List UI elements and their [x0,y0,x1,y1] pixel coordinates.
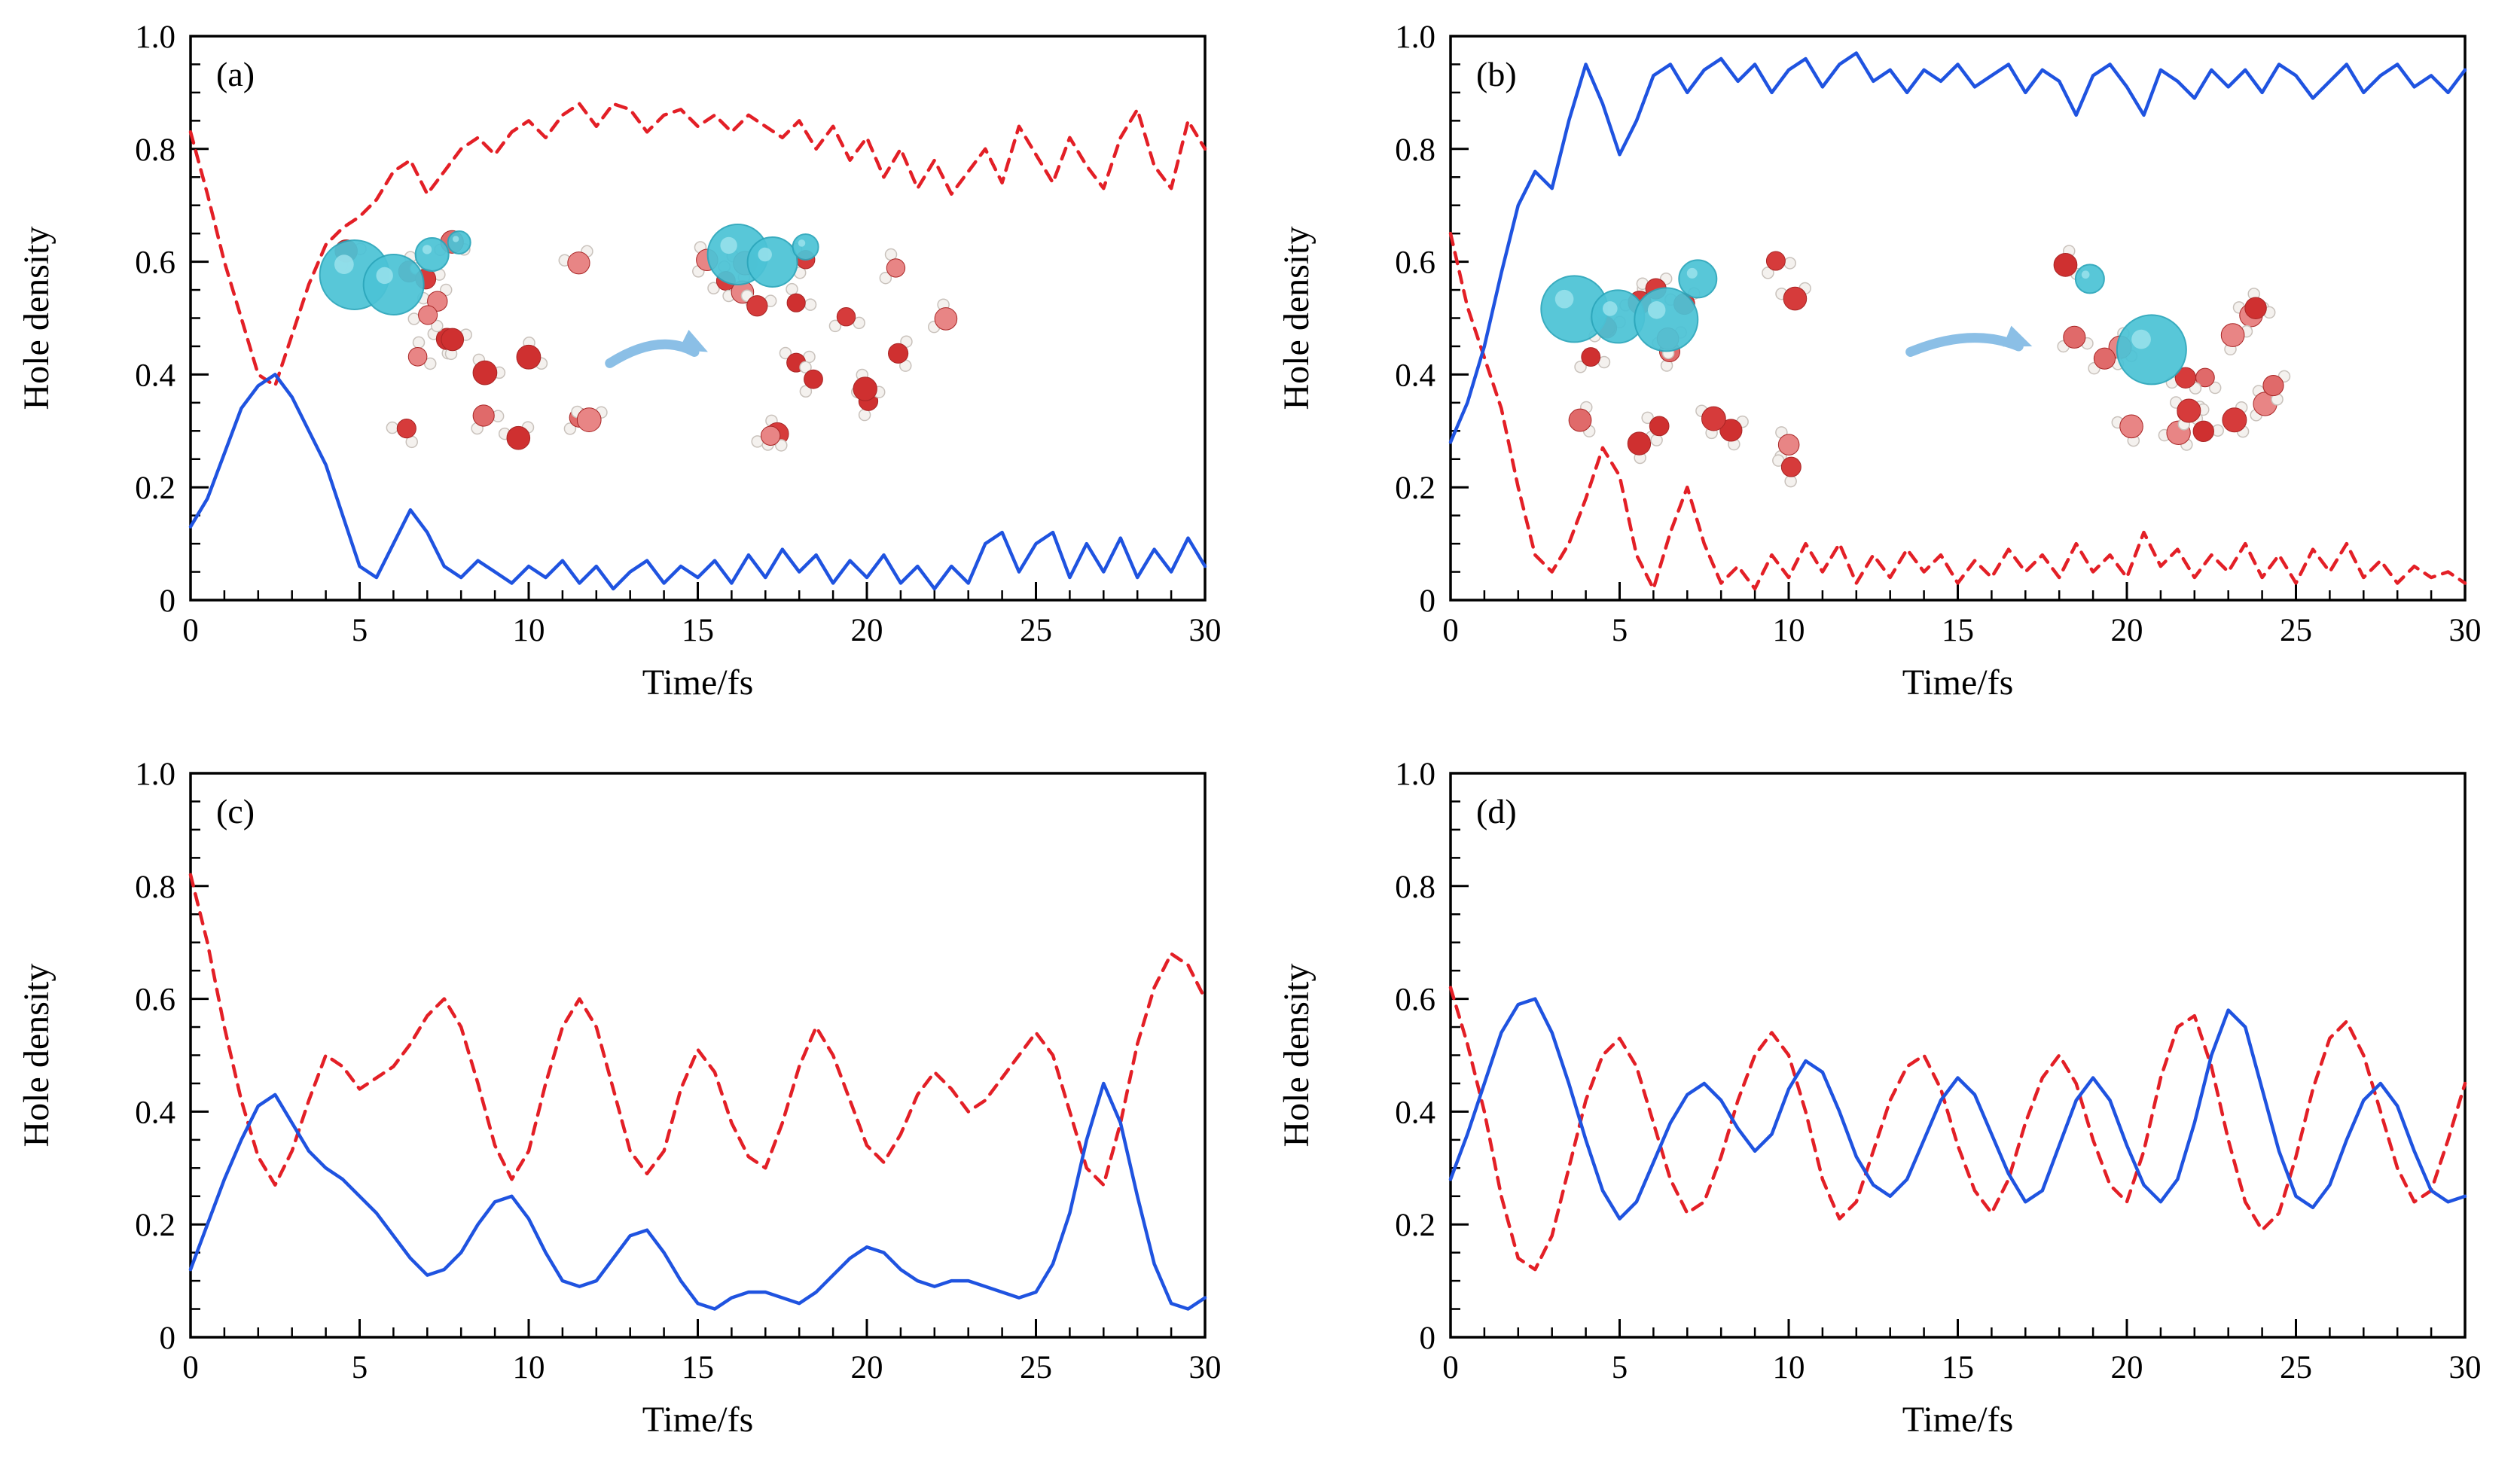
molecule-cluster-after [692,223,958,452]
x-tick-label: 10 [1773,1350,1805,1385]
y-tick-label: 0.8 [135,133,175,168]
panel-c: 0 5 10 15 20 25 30 0 0.2 0.4 0.6 0.8 1.0 Time/fs Hole … [0,737,1260,1474]
ticks [1449,35,2467,602]
series-hole-density-blue-solid [188,1081,1207,1311]
series-hole-density-red-dashed [1448,231,2467,591]
y-tick-label: 1.0 [1395,20,1435,55]
x-tick-label: 5 [352,1350,368,1385]
molecular-inset [319,223,958,452]
panel-letter: (d) [1476,792,1517,830]
x-axis-label: Time/fs [642,663,754,702]
y-tick-label: 0.6 [135,983,175,1018]
x-tick-label: 30 [2449,613,2482,648]
panel-letter: (a) [216,55,255,93]
transfer-arrow-icon [1905,325,2033,357]
series-hole-density-blue-solid [188,373,1207,591]
chart-panel-b: 0 5 10 15 20 25 30 0 0.2 0.4 0.6 0.8 1.0 Time/fs Hole … [1277,20,2482,702]
x-axis-label: Time/fs [1902,663,2014,702]
axes-box [1449,772,2467,1339]
x-tick-label: 0 [1442,613,1459,648]
y-axis-label: Hole density [17,227,56,410]
x-tick-label: 0 [1442,1350,1459,1385]
series-hole-density-blue-solid [1448,997,2467,1221]
panel-b: 0 5 10 15 20 25 30 0 0.2 0.4 0.6 0.8 1.0 Time/fs Hole … [1260,0,2520,737]
x-axis-label: Time/fs [1902,1400,2014,1440]
y-tick-label: 0.4 [1395,1095,1435,1130]
x-tick-label: 25 [2280,1350,2312,1385]
x-axis-label: Time/fs [642,1400,754,1440]
y-tick-label: 1.0 [135,757,175,792]
molecule-cluster-before [1540,251,1811,488]
x-tick-label: 0 [182,613,199,648]
x-tick-label: 25 [1020,613,1052,648]
x-tick-label: 10 [513,1350,545,1385]
y-tick-label: 0.4 [135,358,175,393]
ticks [1449,772,2467,1339]
y-tick-label: 0.6 [1395,983,1435,1018]
series-hole-density-red-dashed [188,102,1207,388]
x-tick-label: 5 [1612,1350,1628,1385]
y-axis-label: Hole density [17,964,56,1147]
x-tick-label: 25 [1020,1350,1052,1385]
x-tick-label: 10 [513,613,545,648]
x-tick-label: 5 [352,613,368,648]
series-hole-density-red-dashed [1448,986,2467,1272]
panel-d: 0 5 10 15 20 25 30 0 0.2 0.4 0.6 0.8 1.0 Time/fs Hole … [1260,737,2520,1474]
hole-isosurface [706,223,819,288]
y-axis-label: Hole density [1277,964,1316,1147]
x-tick-label: 20 [851,1350,883,1385]
x-tick-label: 20 [851,613,883,648]
hole-isosurface [319,230,471,315]
y-tick-label: 1.0 [135,20,175,55]
x-tick-label: 5 [1612,613,1628,648]
x-tick-label: 30 [2449,1350,2482,1385]
molecular-inset [1540,245,2291,488]
y-tick-label: 0.8 [135,870,175,905]
ticks [189,35,1207,602]
chart-panel-a: 0 5 10 15 20 25 30 0 0.2 0.4 0.6 0.8 1.0 Time/fs Hole … [17,20,1222,702]
panel-a: 0 5 10 15 20 25 30 0 0.2 0.4 0.6 0.8 1.0 Time/fs Hole … [0,0,1260,737]
y-tick-label: 0 [1420,584,1436,619]
x-tick-label: 15 [682,613,714,648]
hole-isosurface [1540,259,1718,352]
panel-letter: (b) [1476,55,1517,93]
x-tick-label: 15 [1942,613,1974,648]
hole-isosurface [2074,264,2187,386]
y-tick-label: 0 [160,584,176,619]
y-tick-label: 0.4 [1395,358,1435,393]
y-tick-label: 0 [1420,1321,1436,1356]
y-tick-label: 1.0 [1395,757,1435,792]
x-tick-label: 10 [1773,613,1805,648]
molecule-cluster-after [2053,245,2291,451]
y-tick-label: 0.8 [1395,870,1435,905]
chart-panel-d: 0 5 10 15 20 25 30 0 0.2 0.4 0.6 0.8 1.0 Time/fs Hole … [1277,757,2482,1440]
series-hole-density-red-dashed [188,873,1207,1187]
y-tick-label: 0.6 [1395,245,1435,281]
y-tick-label: 0.6 [135,245,175,281]
y-tick-label: 0.2 [1395,1208,1435,1243]
x-tick-label: 15 [1942,1350,1974,1385]
x-tick-label: 30 [1189,1350,1222,1385]
molecule-cluster-before [319,230,608,450]
x-tick-label: 15 [682,1350,714,1385]
y-tick-label: 0.8 [1395,133,1435,168]
transfer-arrow-icon [605,329,708,368]
y-tick-label: 0.2 [135,471,175,506]
y-tick-label: 0.2 [1395,471,1435,506]
chart-panel-c: 0 5 10 15 20 25 30 0 0.2 0.4 0.6 0.8 1.0 Time/fs Hole … [17,757,1222,1440]
y-tick-label: 0.4 [135,1095,175,1130]
x-tick-label: 20 [2111,613,2143,648]
x-tick-label: 0 [182,1350,199,1385]
x-tick-label: 30 [1189,613,1222,648]
panel-letter: (c) [216,792,255,830]
x-tick-label: 20 [2111,1350,2143,1385]
y-tick-label: 0 [160,1321,176,1356]
y-tick-label: 0.2 [135,1208,175,1243]
y-axis-label: Hole density [1277,227,1316,410]
x-tick-label: 25 [2280,613,2312,648]
series-hole-density-blue-solid [1448,51,2467,444]
